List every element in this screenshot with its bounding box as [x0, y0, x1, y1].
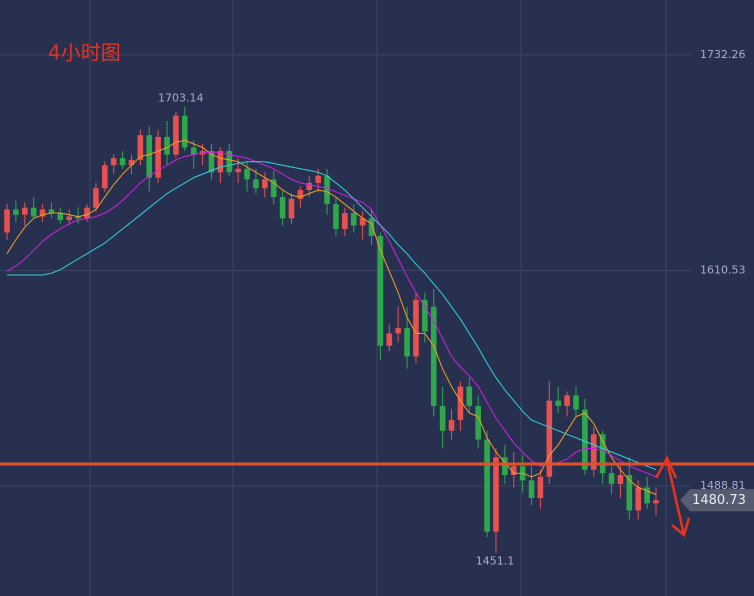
candle-body	[119, 158, 126, 166]
candle-body	[350, 213, 357, 226]
y-tick-label: 1488.81	[700, 479, 746, 492]
candle-body	[155, 136, 161, 178]
candle-body	[617, 475, 624, 484]
candle-body	[564, 395, 570, 406]
candle-body	[244, 168, 250, 180]
candle-body	[182, 115, 188, 148]
candle-body	[253, 179, 259, 189]
candle-body	[448, 420, 455, 431]
candle-body	[57, 213, 64, 221]
candle-body	[644, 487, 650, 504]
candle-body	[475, 405, 481, 440]
candle-body	[484, 439, 490, 532]
candle-body	[404, 328, 410, 357]
candle-body	[439, 405, 446, 431]
ma-line	[6, 139, 657, 495]
candle-body	[590, 434, 597, 470]
candle-body	[546, 400, 553, 477]
candle-body	[608, 473, 615, 484]
candle-body	[288, 198, 295, 219]
candle-body	[422, 299, 428, 332]
last-price-tag	[680, 489, 754, 512]
plot: 1732.26 1610.53 1488.81 1703.14 1451.1 1480.7…	[0, 48, 754, 568]
chart-title: 4小时图	[48, 41, 121, 65]
arrow-up	[654, 455, 678, 479]
candle-body	[430, 306, 437, 406]
candle-body	[324, 175, 330, 205]
candle-body	[413, 299, 419, 357]
candle-body	[164, 136, 170, 155]
candle-body	[297, 189, 304, 199]
candle-body	[21, 207, 28, 215]
candle-body	[653, 500, 659, 504]
candle-body	[493, 457, 499, 532]
candle-body	[528, 480, 535, 499]
candle-body	[30, 207, 37, 217]
candle-body	[226, 151, 233, 173]
candle-body	[101, 165, 108, 189]
candle-body	[4, 209, 10, 233]
candle-body	[368, 218, 375, 237]
candle-body	[217, 151, 224, 173]
candle-body	[359, 218, 366, 226]
candle-body	[626, 475, 633, 511]
y-tick-label: 1732.26	[700, 48, 746, 61]
candle-body	[137, 135, 144, 160]
candle-body	[110, 158, 117, 166]
candle-body	[66, 216, 73, 221]
candle-body	[93, 188, 99, 208]
candle-body	[599, 434, 606, 474]
candle-body	[377, 236, 384, 346]
candle-body	[13, 209, 19, 215]
candle-body	[315, 175, 321, 183]
candle-body	[502, 457, 508, 476]
arrow-down	[665, 459, 691, 538]
candle-body	[395, 328, 401, 334]
last-price-label: 1480.73	[692, 493, 746, 508]
candle-body	[457, 386, 464, 421]
ma-line	[7, 161, 657, 471]
candle-body	[306, 182, 313, 190]
candle-body	[333, 204, 339, 229]
candle-body	[582, 409, 588, 470]
candle-body	[537, 476, 544, 499]
candle-body	[146, 135, 153, 178]
candle-body	[208, 151, 215, 173]
candle-body	[573, 395, 579, 410]
candle-body	[39, 209, 46, 217]
candle-body	[262, 179, 268, 189]
candle-body	[48, 209, 55, 214]
y-tick-label: 1610.53	[700, 263, 746, 276]
time-grid	[89, 0, 667, 596]
candle-body	[270, 179, 277, 198]
arrow-sketch	[654, 455, 691, 538]
candle-body	[342, 213, 348, 229]
candle-body	[386, 333, 393, 346]
candle-body	[510, 466, 517, 476]
candle-body	[190, 147, 197, 155]
candle-body	[235, 168, 241, 173]
candle-body	[75, 216, 81, 219]
candle-body	[173, 115, 179, 155]
high-label: 1703.14	[158, 92, 204, 105]
candle-body	[635, 487, 642, 511]
low-label: 1451.1	[476, 555, 515, 568]
candle-body	[128, 159, 135, 166]
candle-body	[279, 197, 286, 219]
candle-body	[84, 207, 90, 219]
candle-body	[466, 386, 473, 406]
candle-body	[555, 400, 562, 406]
